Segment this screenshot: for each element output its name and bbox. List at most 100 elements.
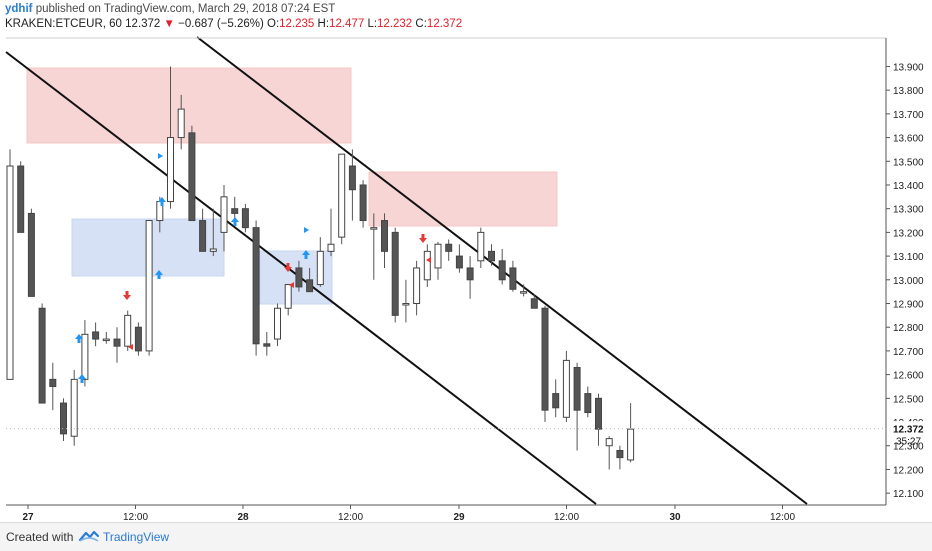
x-tick-label: 27 — [22, 512, 34, 522]
y-tick-label: 12.100 — [893, 489, 924, 500]
candle-body[interactable] — [381, 220, 388, 252]
candle-body[interactable] — [327, 243, 335, 252]
buy-arrow-icon — [158, 197, 166, 206]
x-tick-label: 12:00 — [123, 512, 148, 522]
candle-body[interactable] — [413, 267, 421, 305]
candle-body[interactable] — [199, 220, 207, 252]
chart-header: ydhif published on TradingView.com, Marc… — [0, 0, 932, 34]
y-tick-label: 12.800 — [893, 323, 924, 334]
y-tick-label: 13.400 — [893, 181, 924, 192]
candle-body[interactable] — [562, 359, 570, 418]
candle-body[interactable] — [92, 331, 100, 340]
open-value: 12.235 — [279, 18, 315, 30]
candle-body[interactable] — [423, 250, 431, 281]
high-label: H: — [317, 18, 330, 30]
ohlc-line: KRAKEN:ETCEUR, 60 12.372 ▼ −0.687 (−5.26… — [5, 18, 462, 30]
candle-body[interactable] — [391, 231, 399, 316]
candle-body[interactable] — [573, 367, 581, 411]
candle-body[interactable] — [263, 343, 271, 347]
candle-body[interactable] — [402, 303, 410, 306]
candle-body[interactable] — [370, 227, 378, 230]
buy-arrow-shape — [158, 197, 166, 206]
sell-arrow-icon — [419, 234, 427, 243]
x-tick-label: 28 — [237, 512, 249, 522]
candle-body[interactable] — [552, 393, 560, 409]
candle-body[interactable] — [70, 378, 78, 437]
candle-body[interactable] — [477, 231, 485, 262]
flag-left-icon — [289, 282, 294, 288]
candle-body[interactable] — [498, 260, 506, 281]
candle-body[interactable] — [338, 153, 346, 238]
candle-body[interactable] — [541, 307, 549, 411]
candle-body[interactable] — [445, 243, 453, 252]
candle-body[interactable] — [488, 250, 495, 262]
candle-body[interactable] — [627, 428, 635, 461]
candle-body[interactable] — [295, 267, 303, 288]
candle-body[interactable] — [306, 279, 314, 293]
candle-body[interactable] — [455, 255, 463, 269]
candle-body[interactable] — [509, 267, 517, 290]
candle-body[interactable] — [49, 378, 57, 387]
footer-bar: Created with TradingView — [0, 522, 932, 551]
candle-body[interactable] — [188, 132, 196, 222]
tradingview-brand[interactable]: TradingView — [103, 530, 170, 544]
supply-zone[interactable] — [26, 67, 352, 144]
candle-body[interactable] — [348, 165, 356, 191]
candle-body[interactable] — [38, 307, 46, 404]
candle-body[interactable] — [6, 165, 14, 380]
buy-arrow-shape — [302, 250, 310, 259]
candle-body[interactable] — [17, 165, 25, 233]
down-triangle-icon: ▼ — [163, 18, 175, 30]
candle-body[interactable] — [134, 326, 142, 352]
candle-body[interactable] — [124, 314, 132, 347]
flag-left-icon — [426, 257, 431, 263]
candle-body[interactable] — [231, 208, 239, 214]
candle-body[interactable] — [177, 108, 185, 139]
candle-body[interactable] — [113, 338, 121, 347]
candle-body[interactable] — [359, 184, 367, 222]
candle-body[interactable] — [284, 284, 292, 309]
candle-body[interactable] — [81, 333, 89, 380]
high-value: 12.477 — [329, 18, 365, 30]
y-tick-label: 13.300 — [893, 205, 924, 216]
buy-arrow-shape — [231, 217, 239, 226]
y-tick-label: 13.100 — [893, 252, 924, 263]
candle-body[interactable] — [316, 250, 324, 286]
candle-body[interactable] — [60, 402, 67, 435]
candle-body[interactable] — [252, 227, 260, 345]
candle-body[interactable] — [274, 307, 281, 340]
candle-body[interactable] — [241, 208, 249, 229]
candle-body[interactable] — [584, 393, 592, 414]
last-price: 12.372 — [125, 18, 161, 30]
low-value: 12.232 — [377, 18, 413, 30]
candle-body[interactable] — [209, 248, 217, 252]
flag-right-icon — [158, 153, 163, 159]
supply-zone[interactable] — [368, 171, 558, 227]
candle-body[interactable] — [605, 438, 613, 447]
candle-body[interactable] — [595, 397, 602, 430]
candle-body[interactable] — [530, 298, 538, 309]
candlestick-chart[interactable]: 13.900 13.800 13.700 13.600 13.500 13.400 13.3… — [0, 34, 932, 523]
sell-arrow-icon — [123, 291, 131, 300]
chart-area[interactable]: 13.900 13.800 13.700 13.600 13.500 13.400 13.3… — [0, 34, 932, 523]
y-tick-label: 13.500 — [893, 157, 924, 168]
candle-body[interactable] — [466, 267, 474, 281]
buy-arrow-icon — [75, 334, 83, 343]
x-tick-label: 29 — [453, 512, 465, 522]
candle-body[interactable] — [27, 212, 35, 297]
x-tick-label: 12:00 — [554, 512, 579, 522]
x-tick-label: 12:00 — [770, 512, 795, 522]
sell-arrow-shape — [123, 291, 131, 300]
candle-body[interactable] — [434, 243, 442, 269]
symbol-label: KRAKEN:ETCEUR, 60 — [5, 18, 122, 30]
candle-body[interactable] — [616, 449, 624, 459]
author-name[interactable]: ydhif — [5, 3, 33, 15]
x-tick-label: 12:00 — [338, 512, 363, 522]
sell-arrow-shape — [419, 234, 427, 243]
candle-body[interactable] — [102, 338, 110, 342]
candle-body[interactable] — [520, 291, 528, 294]
candle-body[interactable] — [167, 137, 174, 203]
candle-body[interactable] — [220, 196, 228, 233]
y-tick-label: 13.200 — [893, 228, 924, 239]
candle-body[interactable] — [145, 220, 153, 352]
